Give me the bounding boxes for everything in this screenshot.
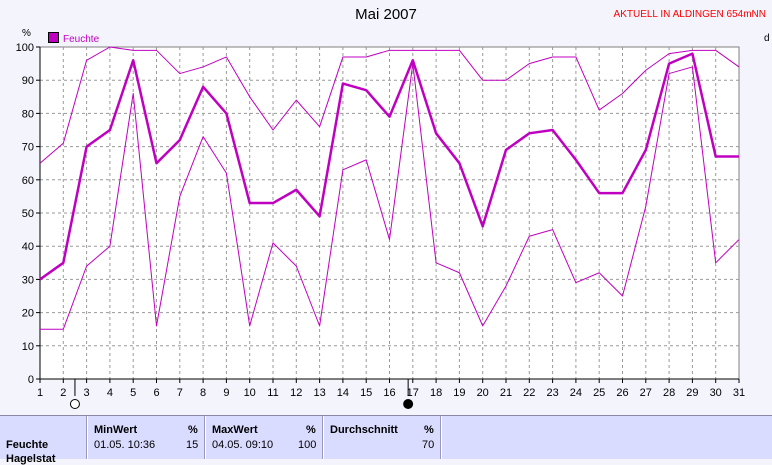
x-tick-label: 1: [37, 387, 43, 399]
x-tick-label: 11: [267, 387, 278, 399]
x-tick-label: 28: [663, 387, 675, 399]
avg-header: Durchschnitt: [330, 424, 398, 436]
moon-phase-icon: [69, 399, 80, 409]
divider: [440, 416, 442, 459]
max-header: MaxWert: [212, 424, 258, 436]
min-header: MinWert: [94, 424, 138, 436]
divider: [86, 416, 88, 459]
summary-row-label: Feuchte: [6, 439, 49, 451]
y-tick-label: 100: [16, 42, 34, 54]
y-tick-label: 20: [22, 308, 34, 320]
summary-row-label-2: Hagelstat: [6, 453, 56, 465]
station-label: AKTUELL IN ALDINGEN 654mNN: [613, 9, 766, 20]
min-unit: %: [188, 424, 198, 436]
y-tick-label: 40: [22, 241, 34, 253]
x-tick-label: 25: [593, 387, 605, 399]
summary-table: Feuchte Hagelstat MinWert % 01.05. 10:36…: [0, 415, 772, 465]
avg-value: 70: [422, 439, 435, 451]
y-axis-unit: %: [22, 28, 31, 39]
legend-swatch: [48, 32, 59, 43]
x-tick-label: 19: [453, 387, 465, 399]
x-tick-label: 31: [733, 387, 745, 399]
x-tick-label: 27: [640, 387, 652, 399]
summary-row-labels: Feuchte Hagelstat: [0, 416, 86, 465]
y-tick-label: 0: [28, 374, 34, 386]
x-tick-label: 22: [523, 387, 535, 399]
max-unit: %: [306, 424, 316, 436]
avg-cell: Durchschnitt % 70: [324, 416, 440, 459]
x-tick-label: 14: [337, 387, 349, 399]
x-tick-label: 8: [200, 387, 206, 399]
x-tick-label: 9: [223, 387, 229, 399]
y-tick-label: 90: [22, 75, 34, 87]
y-tick-label: 80: [22, 108, 34, 120]
y-tick-label: 70: [22, 142, 34, 154]
x-tick-label: 21: [500, 387, 512, 399]
min-cell: MinWert % 01.05. 10:36 15: [88, 416, 204, 459]
max-time: 04.05. 09:10: [212, 439, 274, 451]
y-tick-label: 50: [22, 208, 34, 220]
divider: [204, 416, 206, 459]
y-tick-label: 10: [22, 341, 34, 353]
x-tick-label: 3: [84, 387, 90, 399]
x-tick-label: 4: [107, 387, 113, 399]
x-tick-label: 16: [383, 387, 395, 399]
right-axis-unit: d: [764, 33, 770, 44]
x-tick-label: 6: [153, 387, 159, 399]
x-tick-label: 17: [407, 387, 419, 399]
x-tick-label: 5: [130, 387, 136, 399]
x-tick-label: 24: [570, 387, 582, 399]
moon-phase-icon: [403, 399, 414, 409]
x-tick-label: 18: [430, 387, 442, 399]
legend-label: Feuchte: [63, 34, 100, 45]
x-tick-label: 7: [177, 387, 183, 399]
x-tick-label: 20: [477, 387, 489, 399]
legend: Feuchte: [48, 32, 99, 45]
series-line-min: [40, 63, 740, 330]
series-line-max: [39, 46, 740, 164]
x-tick-label: 10: [244, 387, 256, 399]
max-value: 100: [298, 439, 317, 451]
x-tick-label: 12: [290, 387, 302, 399]
x-tick-label: 29: [686, 387, 698, 399]
y-tick-label: 60: [22, 175, 34, 187]
x-tick-label: 15: [360, 387, 372, 399]
x-tick-label: 2: [60, 387, 66, 399]
min-time: 01.05. 10:36: [94, 439, 156, 451]
x-tick-label: 23: [546, 387, 558, 399]
max-cell: MaxWert % 04.05. 09:10 100: [206, 416, 322, 459]
chart-title: Mai 2007: [355, 6, 417, 23]
min-value: 15: [186, 439, 199, 451]
divider: [322, 416, 324, 459]
series-line-mean: [39, 52, 739, 281]
avg-unit: %: [424, 424, 434, 436]
x-tick-label: 30: [710, 387, 722, 399]
x-tick-label: 13: [313, 387, 325, 399]
x-tick-label: 26: [616, 387, 628, 399]
y-tick-label: 30: [22, 274, 34, 286]
